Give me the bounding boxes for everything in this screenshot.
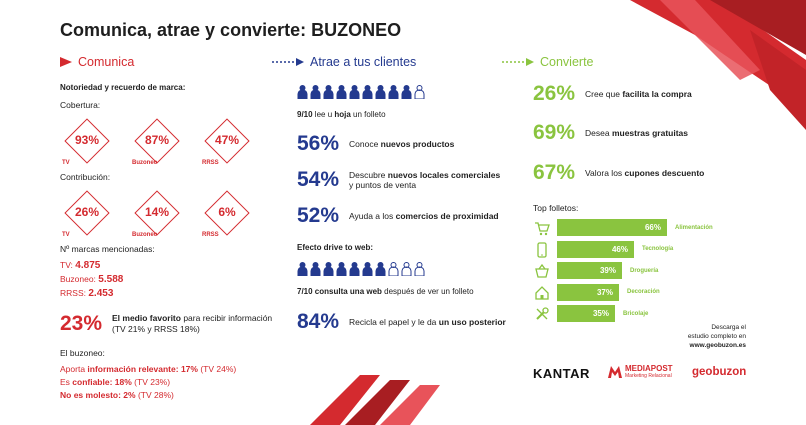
bar-value-label: 35%: [592, 309, 609, 318]
shopping-cart-icon: [534, 220, 550, 236]
bar-category-label: Bricolaje: [623, 310, 649, 317]
person-filled-icon: [375, 262, 386, 281]
contribucion-diamonds: 26% TV 14% Buzoneo 6% RRSS: [62, 190, 250, 238]
smartphone-icon: [534, 241, 550, 258]
person-filled-icon: [349, 262, 360, 281]
diamond-metric: 6% RRSS: [202, 190, 250, 238]
person-filled-icon: [336, 85, 347, 104]
arrow-right-icon: [60, 57, 72, 67]
person-filled-icon: [362, 262, 373, 281]
cobertura-label: Cobertura:: [60, 100, 101, 110]
notoriedad-label: Notoriedad y recuerdo de marca:: [60, 83, 186, 92]
bar-category-label: Alimentación: [675, 224, 713, 231]
download-text: Descarga el estudio completo en www.geob…: [687, 324, 746, 349]
bar-row: 35% Bricolaje: [557, 305, 648, 322]
favorito-text: El medio favorito para recibir informaci…: [112, 313, 273, 334]
buzoneo-confiable: Es confiable: 18% (TV 23%): [60, 377, 171, 387]
person-filled-icon: [362, 85, 373, 104]
convierte-heading: Convierte: [502, 55, 594, 69]
person-filled-icon: [297, 85, 308, 104]
bar-value-label: 39%: [599, 266, 616, 275]
convierte-stat: 67% Valora los cupones descuento: [533, 161, 705, 184]
person-filled-icon: [336, 262, 347, 281]
person-outline-icon: [414, 262, 425, 281]
bar: 35%: [557, 305, 615, 322]
person-filled-icon: [375, 85, 386, 104]
person-filled-icon: [310, 85, 321, 104]
marcas-label: Nº marcas mencionadas:: [60, 244, 155, 254]
person-filled-icon: [297, 262, 308, 281]
convierte-stat: 26% Cree que facilita la compra: [533, 82, 692, 105]
person-filled-icon: [388, 85, 399, 104]
top-folletos-label: Top folletos:: [533, 203, 579, 213]
basket-icon: [534, 263, 550, 279]
comunica-heading: Comunica: [60, 55, 134, 69]
bar-category-label: Decoración: [627, 289, 660, 295]
person-outline-icon: [401, 262, 412, 281]
atrae-heading: Atrae a tus clientes: [272, 55, 416, 69]
people-row-7-of-10: [297, 262, 425, 281]
atrae-stat: 56% Conoce nuevos productos: [297, 132, 455, 155]
bar-value-label: 46%: [611, 244, 628, 254]
convierte-stat: 69% Desea muestras gratuitas: [533, 121, 688, 144]
bar-row: 46% Tecnología: [557, 240, 674, 258]
diamond-metric: 26% TV: [62, 190, 110, 238]
buzoneo-label: El buzoneo:: [60, 348, 105, 358]
person-outline-icon: [388, 262, 399, 281]
bar-category-label: Tecnología: [642, 246, 674, 252]
bar-category-label: Droguería: [630, 267, 659, 274]
diamond-metric: 93% TV: [62, 118, 110, 166]
bar: 46%: [557, 240, 634, 258]
dotted-arrow-icon: [502, 58, 534, 66]
diamond-metric: 87% Buzoneo: [132, 118, 180, 166]
drive-to-web-text: 7/10 consulta una web después de ver un …: [297, 287, 474, 296]
buzoneo-relevante: Aporta información relevante: 17% (TV 24…: [60, 364, 237, 374]
favorito-number: 23%: [60, 312, 103, 335]
dotted-arrow-icon: [272, 58, 304, 66]
house-icon: [534, 285, 550, 301]
bar-row: 66% Alimentación: [557, 219, 713, 236]
people-row-9-of-10: [297, 85, 425, 104]
marcas-rrss: RRSS: 2.453: [60, 288, 114, 299]
mediapost-logo: MEDIAPOST Marketing Relacional: [608, 364, 673, 379]
marcas-buzoneo: Buzoneo: 5.588: [60, 274, 124, 285]
diamond-metric: 47% RRSS: [202, 118, 250, 166]
bar-value-label: 37%: [596, 287, 613, 297]
bar: 66%: [557, 219, 667, 236]
bar: 39%: [557, 262, 622, 279]
bar-row: 39% Droguería: [557, 262, 658, 279]
drive-to-web-label: Efecto drive to web:: [297, 243, 374, 252]
atrae-stat: 52% Ayuda a los comercios de proximidad: [297, 204, 499, 227]
buzoneo-molesto: No es molesto: 2% (TV 28%): [60, 390, 174, 400]
person-outline-icon: [414, 85, 425, 104]
contribucion-label: Contribución:: [60, 172, 111, 182]
person-filled-icon: [323, 85, 334, 104]
kantar-logo: KANTAR: [533, 366, 590, 381]
bar-row: 37% Decoración: [557, 283, 660, 301]
tools-icon: [534, 306, 550, 322]
atrae-stat: 54% Descubre nuevos locales comerciales y…: [297, 168, 501, 191]
person-filled-icon: [401, 85, 412, 104]
recicla-stat: 84% Recicla el papel y le da un uso post…: [297, 310, 506, 333]
decorative-ribbons-top: [630, 0, 806, 130]
geobuzon-logo: geobuzon: [692, 366, 747, 378]
page-title: Comunica, atrae y convierte: BUZONEO: [60, 20, 402, 40]
person-filled-icon: [323, 262, 334, 281]
cobertura-diamonds: 93% TV 87% Buzoneo 47% RRSS: [62, 118, 250, 166]
decorative-ribbons-bottom: [310, 375, 440, 425]
person-filled-icon: [349, 85, 360, 104]
bar-value-label: 66%: [644, 223, 661, 232]
marcas-tv: TV: 4.875: [60, 260, 101, 271]
person-filled-icon: [310, 262, 321, 281]
mediapost-mark-icon: [608, 365, 622, 378]
lee-folleto-text: 9/10 lee u hoja un folleto: [297, 110, 386, 119]
diamond-metric: 14% Buzoneo: [132, 190, 180, 238]
bar: 37%: [557, 283, 619, 301]
